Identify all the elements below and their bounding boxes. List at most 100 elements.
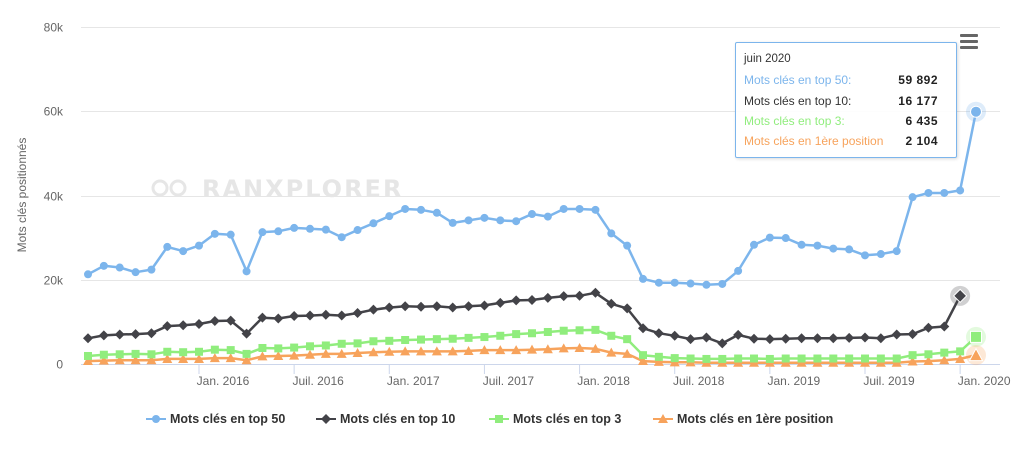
data-point[interactable] — [908, 351, 917, 360]
data-point[interactable] — [195, 347, 203, 356]
data-point[interactable] — [114, 329, 125, 340]
data-point[interactable] — [797, 240, 806, 249]
data-point[interactable] — [796, 333, 807, 344]
data-point[interactable] — [432, 335, 441, 344]
data-point[interactable] — [179, 348, 188, 357]
data-point[interactable] — [639, 351, 647, 360]
data-point[interactable] — [750, 354, 758, 363]
data-point[interactable] — [638, 356, 648, 366]
data-point[interactable] — [353, 226, 362, 235]
data-point[interactable] — [225, 353, 236, 363]
data-point[interactable] — [512, 217, 521, 226]
data-point[interactable] — [527, 344, 537, 354]
data-point[interactable] — [194, 353, 204, 363]
data-point[interactable] — [306, 342, 314, 351]
data-point[interactable] — [163, 242, 172, 251]
data-point[interactable] — [718, 279, 727, 288]
data-point[interactable] — [210, 345, 219, 354]
data-point[interactable] — [241, 355, 252, 365]
data-point[interactable] — [623, 335, 632, 344]
data-point[interactable] — [591, 205, 600, 214]
data-point[interactable] — [892, 354, 901, 363]
data-point[interactable] — [226, 230, 235, 239]
data-point[interactable] — [416, 301, 426, 312]
data-point[interactable] — [781, 234, 790, 243]
data-point[interactable] — [320, 348, 331, 358]
data-point[interactable] — [575, 326, 584, 335]
data-point[interactable] — [575, 204, 584, 213]
data-point[interactable] — [146, 328, 157, 339]
data-point[interactable] — [448, 218, 457, 227]
data-point[interactable] — [813, 354, 822, 363]
data-point[interactable] — [274, 227, 283, 236]
data-point[interactable] — [401, 204, 410, 213]
data-point[interactable] — [924, 350, 933, 359]
data-point[interactable] — [765, 233, 774, 242]
data-point[interactable] — [305, 349, 315, 359]
data-point[interactable] — [718, 354, 727, 363]
data-point[interactable] — [956, 186, 965, 195]
data-point[interactable] — [178, 353, 189, 363]
data-point[interactable] — [463, 345, 474, 355]
data-point[interactable] — [781, 354, 790, 363]
data-point[interactable] — [701, 332, 712, 343]
data-point[interactable] — [734, 354, 743, 363]
data-point[interactable] — [479, 345, 490, 355]
data-point[interactable] — [955, 353, 966, 363]
data-point[interactable] — [385, 212, 394, 221]
data-point[interactable] — [542, 292, 553, 303]
data-point[interactable] — [385, 336, 394, 345]
data-point[interactable] — [384, 346, 395, 356]
data-point[interactable] — [639, 274, 647, 283]
data-point[interactable] — [812, 333, 823, 344]
data-point[interactable] — [828, 333, 839, 344]
data-point[interactable] — [147, 265, 156, 274]
data-point[interactable] — [115, 350, 124, 359]
chart-menu-button[interactable] — [958, 32, 980, 50]
data-point[interactable] — [305, 310, 315, 321]
data-point[interactable] — [209, 353, 220, 363]
data-point[interactable] — [336, 348, 347, 358]
data-point[interactable] — [924, 188, 933, 197]
data-point[interactable] — [670, 354, 679, 363]
data-point[interactable] — [463, 301, 474, 312]
data-point[interactable] — [226, 346, 235, 355]
data-point[interactable] — [512, 330, 521, 339]
data-point[interactable] — [352, 308, 363, 319]
data-point[interactable] — [860, 332, 870, 343]
data-point[interactable] — [606, 347, 617, 357]
data-point[interactable] — [321, 225, 330, 234]
data-point[interactable] — [178, 320, 189, 331]
data-point[interactable] — [369, 219, 378, 228]
data-point[interactable] — [717, 338, 728, 349]
data-point[interactable] — [147, 350, 156, 359]
data-point[interactable] — [368, 347, 379, 357]
data-point[interactable] — [131, 349, 140, 358]
data-point[interactable] — [400, 301, 411, 312]
data-point[interactable] — [702, 354, 711, 363]
data-point[interactable] — [496, 216, 505, 225]
data-point[interactable] — [527, 294, 537, 305]
data-point[interactable] — [417, 205, 425, 214]
data-point[interactable] — [923, 356, 934, 366]
data-point[interactable] — [780, 333, 791, 344]
data-point[interactable] — [464, 333, 473, 342]
data-point[interactable] — [242, 267, 251, 276]
data-point[interactable] — [733, 329, 744, 340]
data-point[interactable] — [496, 331, 505, 340]
data-point[interactable] — [861, 251, 869, 260]
data-point[interactable] — [290, 343, 299, 352]
data-point[interactable] — [98, 355, 109, 365]
hover-point[interactable] — [968, 347, 984, 362]
data-point[interactable] — [607, 331, 616, 340]
data-point[interactable] — [194, 318, 204, 329]
data-point[interactable] — [543, 327, 552, 336]
data-point[interactable] — [99, 350, 108, 359]
data-point[interactable] — [559, 326, 568, 335]
data-point[interactable] — [431, 301, 442, 312]
data-point[interactable] — [99, 261, 108, 270]
data-point[interactable] — [654, 352, 663, 361]
data-point[interactable] — [400, 346, 411, 356]
data-point[interactable] — [876, 250, 885, 259]
data-point[interactable] — [290, 223, 299, 232]
